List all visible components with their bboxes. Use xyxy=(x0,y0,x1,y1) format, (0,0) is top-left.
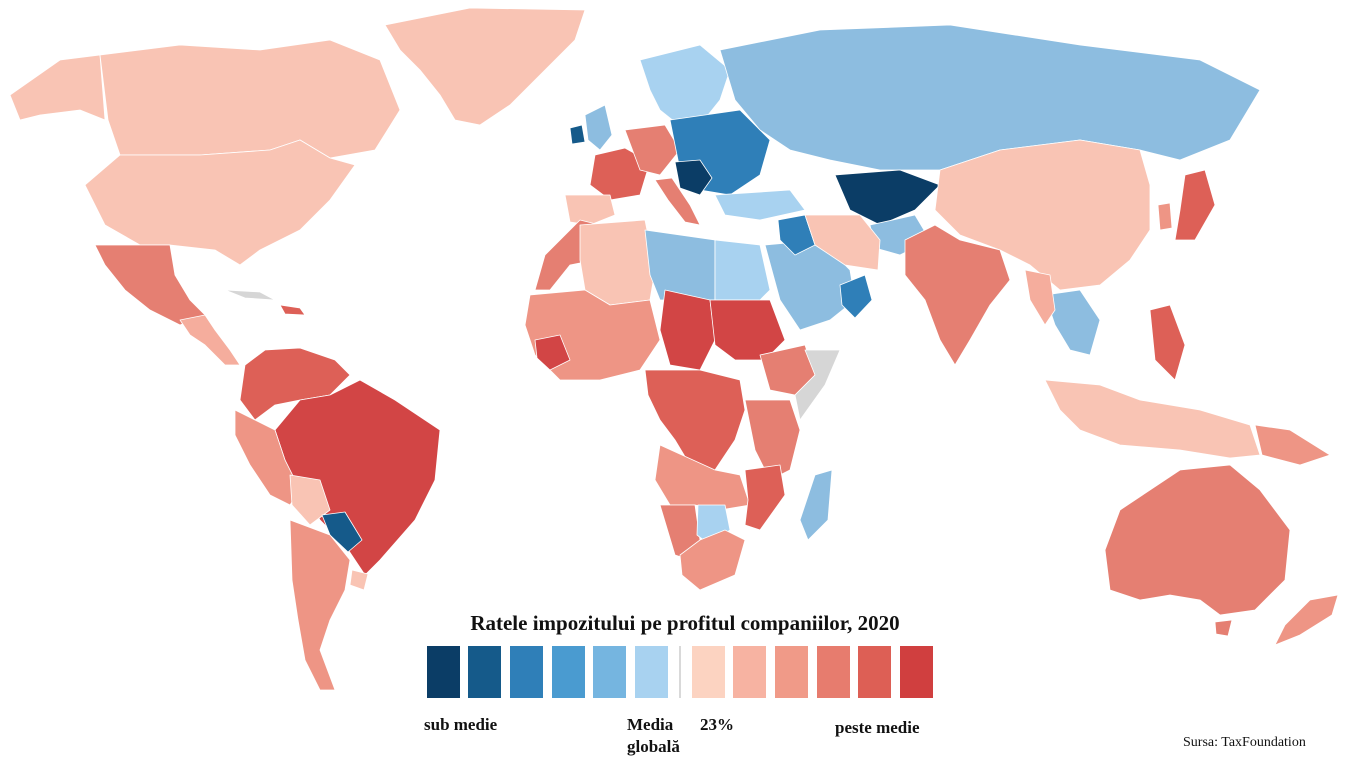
region-india xyxy=(904,224,1011,366)
legend-swatch-above-1 xyxy=(692,646,725,698)
legend-average-label-line1: Media xyxy=(627,715,674,734)
region-china xyxy=(934,139,1151,291)
region-west-africa xyxy=(524,289,661,381)
legend-average-label-line2: globală xyxy=(627,737,680,756)
legend-average-divider xyxy=(679,646,681,698)
region-australia xyxy=(1104,464,1291,616)
region-caribbean xyxy=(279,304,306,316)
region-guinea xyxy=(534,334,571,371)
region-central-asia xyxy=(834,169,941,226)
region-madagascar xyxy=(799,469,833,541)
region-uae-oman xyxy=(839,274,873,319)
region-iraq xyxy=(777,214,816,256)
region-somalia xyxy=(794,349,841,421)
legend-swatch-below-5 xyxy=(593,646,626,698)
region-turkey xyxy=(714,189,806,221)
region-south-africa xyxy=(679,529,746,591)
legend-title: Ratele impozitului pe profitul companiil… xyxy=(470,611,900,635)
region-ireland xyxy=(569,124,586,145)
region-mozambique xyxy=(744,464,786,531)
region-indonesia xyxy=(1044,379,1261,459)
region-philippines xyxy=(1149,304,1186,381)
region-central-america xyxy=(179,314,241,366)
legend-swatch-above-2 xyxy=(733,646,766,698)
region-tasmania xyxy=(1214,619,1233,637)
region-libya xyxy=(644,229,716,301)
region-east-africa xyxy=(744,399,801,481)
region-argentina-chile xyxy=(289,519,351,691)
region-sudan xyxy=(709,299,786,361)
legend-swatch-below-3 xyxy=(510,646,543,698)
region-papua xyxy=(1254,424,1331,466)
region-balkans xyxy=(674,159,713,196)
region-egypt xyxy=(714,239,771,301)
legend-swatch-above-6 xyxy=(900,646,933,698)
legend-swatch-above-3 xyxy=(775,646,808,698)
region-algeria xyxy=(579,219,656,306)
legend-swatch-below-2 xyxy=(468,646,501,698)
region-bolivia xyxy=(289,474,331,526)
region-uk xyxy=(584,104,613,151)
legend-swatch-above-5 xyxy=(858,646,891,698)
legend-swatch-below-6 xyxy=(635,646,668,698)
region-mexico xyxy=(94,244,206,326)
region-alaska xyxy=(9,54,106,121)
legend-below-label: sub medie xyxy=(424,715,498,734)
region-united-states xyxy=(84,139,356,266)
legend-swatch-above-4 xyxy=(817,646,850,698)
region-iberia xyxy=(564,194,616,226)
region-paraguay xyxy=(321,511,363,553)
region-iran xyxy=(804,214,881,271)
region-russia xyxy=(719,24,1261,171)
legend-above-label: peste medie xyxy=(835,718,920,737)
region-france xyxy=(589,147,651,201)
region-chad xyxy=(659,289,716,371)
region-new-zealand xyxy=(1274,594,1339,646)
region-cuba xyxy=(224,289,276,301)
legend-swatch-below-4 xyxy=(552,646,585,698)
region-central-europe xyxy=(624,124,681,176)
source-note: Sursa: TaxFoundation xyxy=(1183,735,1306,750)
region-myanmar xyxy=(1024,269,1056,326)
region-korea xyxy=(1157,202,1173,231)
region-southeast-asia xyxy=(1044,289,1101,356)
region-italy xyxy=(654,177,701,226)
region-uruguay xyxy=(349,569,369,591)
legend-swatch-below-1 xyxy=(427,646,460,698)
region-japan xyxy=(1174,169,1216,241)
region-greenland xyxy=(384,7,586,126)
region-canada xyxy=(99,39,401,159)
legend-average-value: 23% xyxy=(700,715,734,734)
